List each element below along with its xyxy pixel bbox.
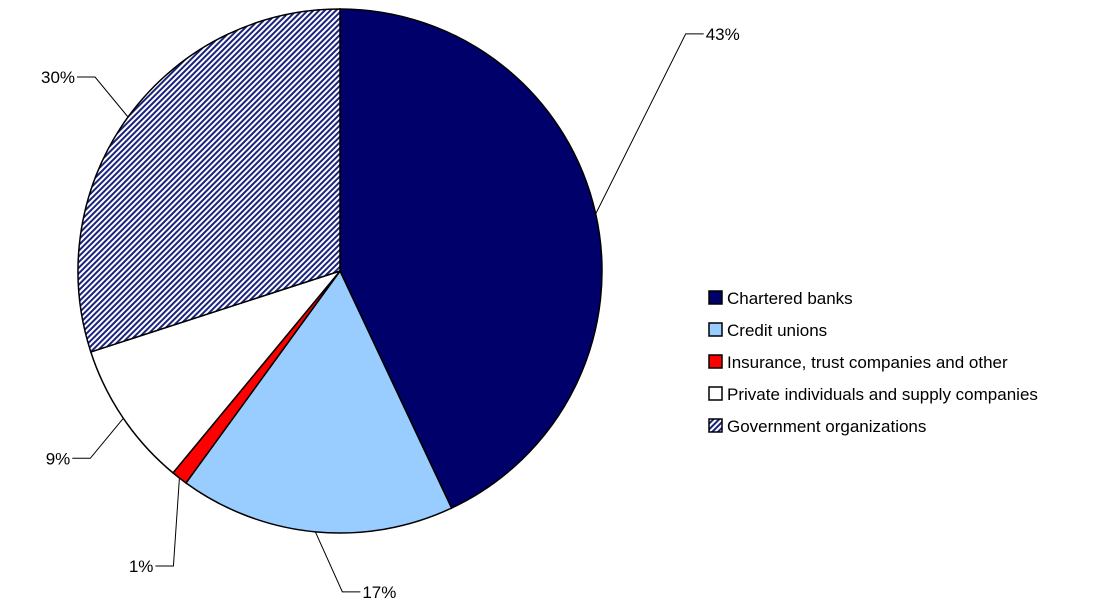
percent-label-government-organizations: 30% (41, 68, 75, 87)
pie-slice-private-individuals-and-supply-companies (89, 269, 343, 474)
pie-slices (77, 8, 603, 534)
percent-label-private-individuals-and-supply-companies: 9% (46, 449, 71, 468)
legend-label-credit-unions: Credit unions (727, 321, 827, 340)
leader-line-credit-unions (314, 531, 361, 593)
pie-slice-government-organizations (77, 8, 341, 353)
leader-line-private-individuals-and-supply-companies (72, 417, 124, 459)
legend-swatch-government-organizations (708, 418, 723, 433)
leader-line-chartered-banks (595, 33, 704, 215)
legend-swatch-private-individuals-and-supply-companies (708, 386, 723, 401)
legend-swatch-insurance-trust-companies-and-other (708, 354, 723, 369)
legend-label-private-individuals-and-supply-companies: Private individuals and supply companies (727, 385, 1038, 404)
leader-lines (72, 33, 704, 593)
leader-line-government-organizations (77, 76, 129, 118)
percent-label-credit-unions: 17% (362, 583, 396, 602)
legend-label-government-organizations: Government organizations (727, 417, 926, 436)
legend-label-insurance-trust-companies-and-other: Insurance, trust companies and other (727, 353, 1008, 372)
pie-slice-chartered-banks (339, 8, 603, 510)
legend: Chartered banks Credit unions Insurance, t… (708, 289, 1038, 436)
legend-label-chartered-banks: Chartered banks (727, 289, 853, 308)
pie-slice-credit-unions (184, 269, 453, 534)
percent-label-insurance-trust-companies-and-other: 1% (129, 557, 154, 576)
legend-swatch-chartered-banks (708, 290, 723, 305)
leader-line-insurance-trust-companies-and-other (155, 477, 180, 567)
legend-swatch-credit-unions (708, 322, 723, 337)
percent-label-chartered-banks: 43% (706, 25, 740, 44)
percent-labels: 43% 17% 1% 9% 30% (41, 25, 740, 602)
